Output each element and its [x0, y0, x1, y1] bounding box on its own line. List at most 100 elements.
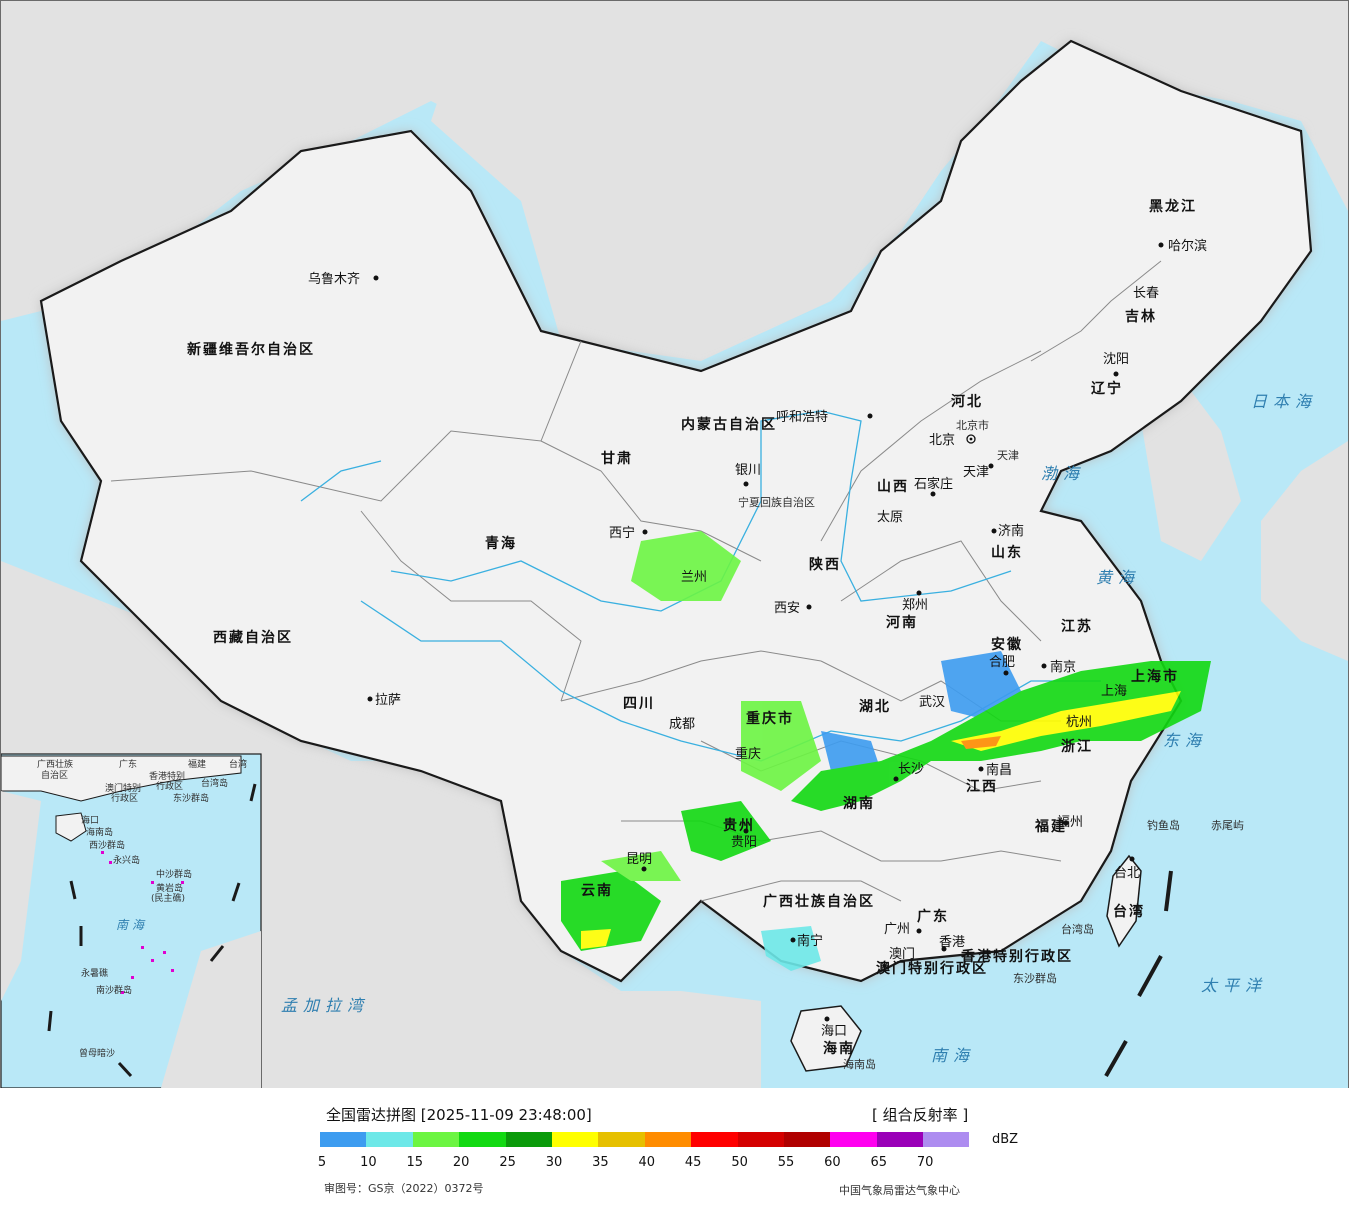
legend-panel: 全国雷达拼图 [2025-11-09 23:48:00] [ 组合反射率 ] d…	[0, 1088, 1349, 1208]
svg-text:台北: 台北	[1114, 866, 1140, 881]
svg-text:澳门: 澳门	[889, 946, 915, 962]
svg-text:长沙: 长沙	[898, 762, 924, 777]
scale-swatch	[923, 1132, 970, 1147]
svg-text:永暑礁: 永暑礁	[81, 967, 108, 979]
svg-text:孟加拉湾: 孟加拉湾	[281, 996, 369, 1015]
svg-text:上海市: 上海市	[1131, 668, 1179, 685]
scale-swatch	[412, 1132, 460, 1147]
svg-text:海口: 海口	[81, 814, 99, 826]
svg-text:上海: 上海	[1101, 684, 1127, 699]
svg-text:海南岛: 海南岛	[86, 826, 113, 838]
scale-tick-label: 50	[731, 1155, 748, 1170]
svg-text:南海: 南海	[931, 1046, 975, 1065]
city-labels: 乌鲁木齐 呼和浩特 北京 北京市 天津 石家庄 太原 银川 西宁 兰州 西安 郑…	[308, 238, 1207, 1039]
svg-text:台湾: 台湾	[229, 758, 247, 770]
svg-text:郑州: 郑州	[902, 598, 928, 613]
svg-text:天津: 天津	[963, 465, 989, 480]
color-scale-bar	[320, 1132, 970, 1147]
korea-peninsula	[1141, 391, 1241, 561]
svg-text:北京: 北京	[929, 433, 955, 448]
svg-text:湖北: 湖北	[859, 699, 891, 715]
svg-text:北京市: 北京市	[956, 418, 989, 432]
scale-swatch	[644, 1132, 692, 1147]
svg-text:新疆维吾尔自治区: 新疆维吾尔自治区	[187, 341, 315, 358]
svg-text:甘肃: 甘肃	[601, 450, 633, 467]
svg-text:南沙群岛: 南沙群岛	[96, 984, 132, 996]
scale-swatch	[737, 1132, 784, 1147]
svg-text:香港: 香港	[939, 935, 965, 950]
taiwan-island	[1106, 854, 1142, 948]
svg-text:宁夏回族自治区: 宁夏回族自治区	[738, 495, 815, 509]
svg-text:呼和浩特: 呼和浩特	[776, 410, 828, 425]
sea-labels: 渤海 黄海 东海 日本海 太平洋 南海 孟加拉湾	[281, 392, 1317, 1065]
scale-swatch	[551, 1132, 599, 1147]
svg-text:自治区: 自治区	[41, 769, 68, 781]
svg-text:西藏自治区: 西藏自治区	[213, 629, 293, 646]
svg-text:香港特别行政区: 香港特别行政区	[960, 948, 1073, 965]
svg-text:杭州: 杭州	[1066, 715, 1092, 730]
svg-text:东海: 东海	[1163, 731, 1207, 750]
scale-tick-label: 10	[360, 1155, 377, 1170]
svg-text:山东: 山东	[991, 544, 1023, 561]
svg-text:济南: 济南	[998, 523, 1024, 539]
legend-title: 全国雷达拼图 [2025-11-09 23:48:00]	[326, 1106, 592, 1124]
svg-text:云南: 云南	[581, 882, 613, 899]
island-labels: 钓鱼岛 赤尾屿 东沙群岛 台湾岛 海南岛	[843, 818, 1244, 1071]
scale-swatch	[459, 1132, 506, 1147]
south-china-sea-inset: 广西壮族 自治区 广东 福建 台湾 香港特别 行政区 澳门特别 行政区 东沙群岛…	[1, 753, 262, 1088]
svg-text:乌鲁木齐: 乌鲁木齐	[308, 271, 360, 287]
scale-swatch	[830, 1132, 877, 1147]
svg-text:渤海: 渤海	[1041, 464, 1085, 483]
svg-text:广东: 广东	[917, 908, 949, 925]
svg-text:赤尾屿: 赤尾屿	[1211, 819, 1244, 832]
svg-text:(民主礁): (民主礁)	[151, 892, 185, 904]
issuer-name: 中国气象局雷达气象中心	[839, 1184, 960, 1197]
svg-text:成都: 成都	[669, 717, 695, 732]
scale-tick-label: 65	[870, 1155, 888, 1170]
svg-text:中沙群岛: 中沙群岛	[156, 868, 192, 880]
svg-text:海南岛: 海南岛	[843, 1057, 876, 1071]
svg-text:重庆: 重庆	[735, 746, 761, 762]
svg-text:青海: 青海	[485, 535, 517, 552]
product-type: [ 组合反射率 ]	[872, 1106, 969, 1124]
svg-text:天津: 天津	[997, 449, 1019, 462]
scale-unit: dBZ	[992, 1132, 1019, 1147]
svg-text:福建: 福建	[188, 758, 206, 770]
svg-text:河南: 河南	[886, 614, 918, 631]
scale-tick-label: 70	[916, 1155, 934, 1170]
svg-text:广西壮族: 广西壮族	[37, 758, 73, 770]
svg-text:日本海: 日本海	[1251, 392, 1317, 411]
svg-text:南宁: 南宁	[797, 933, 823, 949]
svg-text:东沙群岛: 东沙群岛	[1013, 971, 1057, 985]
svg-text:贵州: 贵州	[723, 817, 755, 834]
svg-text:曾母暗沙: 曾母暗沙	[79, 1047, 115, 1059]
scale-swatch	[876, 1132, 924, 1147]
indochina	[381, 841, 741, 1088]
svg-text:安徽: 安徽	[991, 636, 1023, 653]
scale-tick-label: 35	[592, 1155, 609, 1170]
svg-text:黄海: 黄海	[1096, 568, 1140, 587]
svg-text:澳门特别: 澳门特别	[105, 782, 141, 794]
maritime-boundary	[1104, 870, 1173, 1077]
svg-text:山西: 山西	[877, 479, 909, 495]
japan	[1261, 441, 1348, 661]
svg-text:合肥: 合肥	[989, 655, 1015, 670]
radar-echoes	[561, 531, 1211, 971]
map-review-number: 审图号：GS京（2022）0372号	[324, 1182, 484, 1195]
svg-text:南海: 南海	[116, 918, 148, 932]
svg-text:黑龙江: 黑龙江	[1149, 198, 1197, 215]
svg-text:四川: 四川	[623, 696, 655, 712]
svg-text:太原: 太原	[877, 510, 903, 525]
foreign-land-north	[431, 1, 1348, 361]
scale-tick-label: 5	[317, 1155, 327, 1170]
svg-text:广西壮族自治区: 广西壮族自治区	[763, 893, 875, 910]
scale-tick-label: 55	[777, 1155, 795, 1170]
svg-text:西沙群岛: 西沙群岛	[89, 839, 125, 851]
svg-text:东沙群岛: 东沙群岛	[173, 792, 209, 804]
scale-tick-label: 25	[499, 1155, 516, 1170]
svg-text:银川: 银川	[735, 463, 761, 478]
svg-text:内蒙古自治区: 内蒙古自治区	[681, 416, 777, 433]
svg-text:钓鱼岛: 钓鱼岛	[1147, 818, 1180, 832]
svg-text:海南: 海南	[823, 1040, 855, 1057]
svg-text:永兴岛: 永兴岛	[113, 854, 140, 866]
